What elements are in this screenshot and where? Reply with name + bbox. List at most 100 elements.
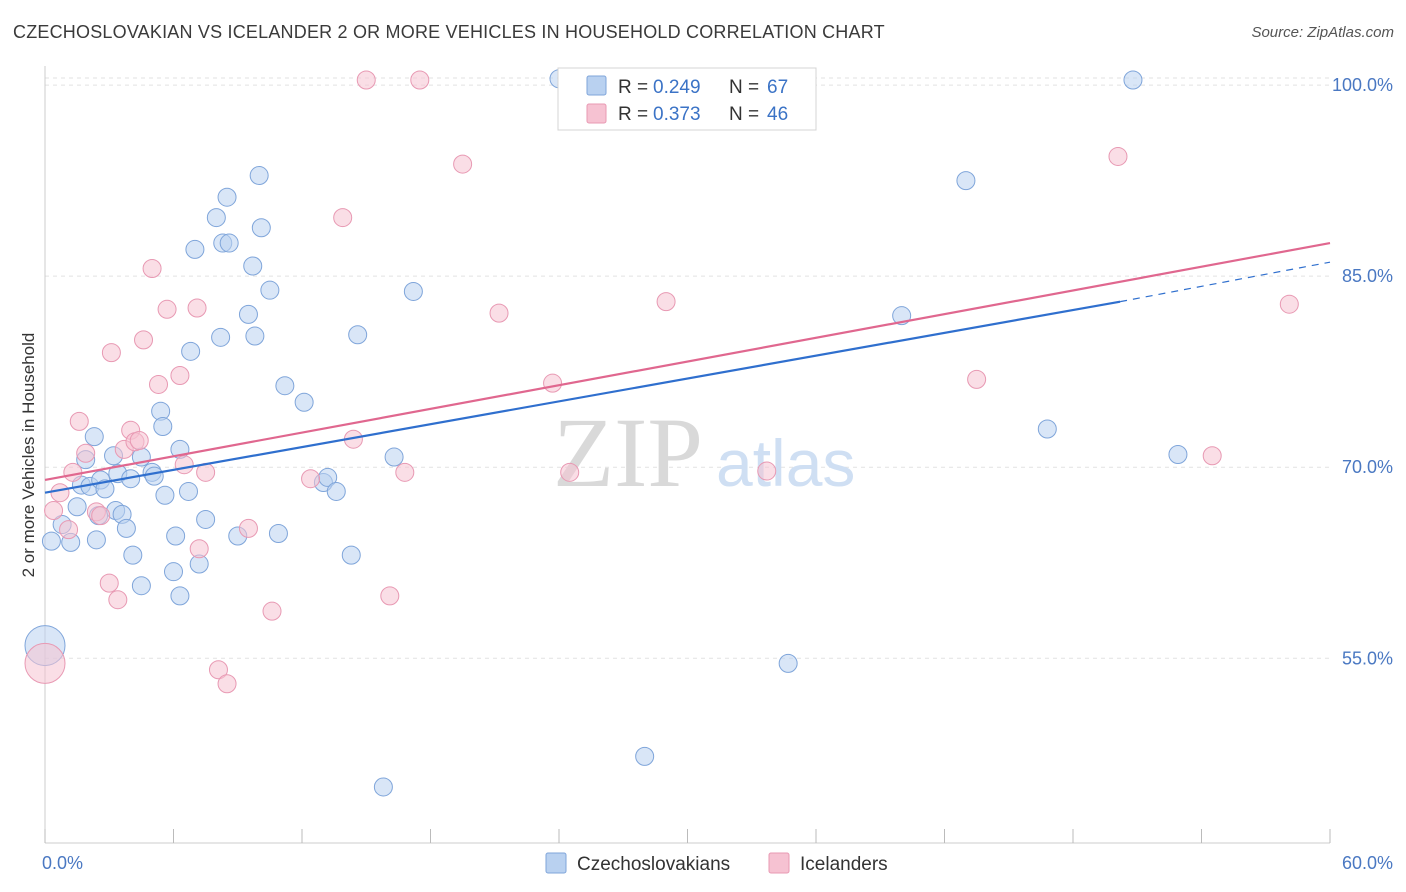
- point-icelanders-14: [129, 430, 149, 450]
- stats-n-value-pink: 46: [767, 104, 788, 125]
- grid-layer: [45, 77, 1330, 659]
- point-icelanders-1: [50, 483, 70, 503]
- point-czechoslovakians-66: [1168, 445, 1188, 464]
- point-czechoslovakians-42: [243, 256, 263, 276]
- stats-swatch-pink: [586, 103, 607, 124]
- point-czechoslovakians-41: [238, 304, 258, 324]
- point-icelanders-15: [134, 330, 154, 350]
- point-icelanders-8: [99, 573, 119, 593]
- point-icelanders-43: [1202, 446, 1222, 466]
- point-czechoslovakians-19: [131, 576, 151, 596]
- point-czechoslovakians-35: [206, 208, 226, 228]
- point-czechoslovakians-65: [1123, 70, 1143, 90]
- y-tick-label-2: 85.0%: [1342, 266, 1393, 286]
- x-tick-label-0: 0.0%: [42, 853, 83, 873]
- stats-swatch-blue: [586, 75, 607, 96]
- point-czechoslovakians-49: [294, 392, 314, 412]
- point-czechoslovakians-47: [268, 523, 288, 543]
- point-icelanders-24: [208, 660, 228, 680]
- point-czechoslovakians-52: [326, 481, 346, 501]
- point-icelanders-42: [1108, 146, 1128, 166]
- page-title: CZECHOSLOVAKIAN VS ICELANDER 2 OR MORE V…: [13, 22, 885, 42]
- y-tick-label-1: 70.0%: [1342, 457, 1393, 477]
- point-icelanders-33: [410, 70, 430, 90]
- point-czechoslovakians-38: [217, 187, 237, 207]
- point-czechoslovakians-61: [778, 653, 798, 673]
- points-layer: [24, 69, 1299, 797]
- point-czechoslovakians-22: [144, 466, 164, 486]
- legend-label-icelanders: Icelanders: [800, 854, 888, 875]
- point-czechoslovakians-44: [249, 166, 269, 186]
- watermark-zip: ZIP: [553, 397, 703, 508]
- point-czechoslovakians-3: [67, 497, 87, 517]
- point-czechoslovakians-32: [185, 239, 205, 259]
- point-icelanders-18: [157, 299, 177, 319]
- point-icelanders-5: [76, 443, 96, 463]
- series-legend: Czechoslovakians Icelanders: [545, 852, 888, 875]
- point-czechoslovakians-53: [341, 545, 361, 565]
- point-icelanders-39: [656, 292, 676, 312]
- point-czechoslovakians-30: [178, 481, 198, 501]
- point-czechoslovakians-7: [84, 427, 104, 447]
- point-czechoslovakians-63: [956, 171, 976, 191]
- point-icelanders-38: [560, 462, 580, 482]
- point-czechoslovakians-26: [164, 562, 183, 582]
- axes-layer: [44, 66, 1331, 844]
- point-icelanders-35: [453, 154, 473, 174]
- legend-label-czechoslovakians: Czechoslovakians: [577, 854, 730, 875]
- point-czechoslovakians-45: [251, 218, 271, 238]
- point-czechoslovakians-24: [155, 485, 175, 505]
- trend-line-icelanders: [44, 241, 1331, 482]
- point-icelanders-37: [543, 373, 563, 393]
- point-icelanders-29: [333, 208, 353, 228]
- point-icelanders-40: [757, 461, 777, 481]
- point-icelanders-44: [1279, 294, 1299, 314]
- point-czechoslovakians-31: [181, 341, 201, 361]
- trend-line-czechoslovakians: [44, 300, 1121, 494]
- point-czechoslovakians-27: [166, 526, 186, 546]
- point-czechoslovakians-8: [86, 530, 106, 550]
- point-icelanders-large: [24, 642, 66, 684]
- point-icelanders-16: [142, 259, 162, 279]
- point-icelanders-41: [967, 369, 987, 389]
- stats-r-label-blue: R =: [618, 77, 648, 98]
- point-icelanders-19: [170, 366, 190, 386]
- point-czechoslovakians-57: [403, 281, 423, 301]
- legend-swatch-czechoslovakians: [545, 852, 567, 874]
- point-icelanders-36: [489, 303, 509, 323]
- point-czechoslovakians-18: [123, 545, 143, 565]
- point-icelanders-34: [395, 462, 415, 482]
- point-czechoslovakians-55: [373, 777, 393, 797]
- point-icelanders-32: [380, 586, 400, 606]
- point-icelanders-28: [301, 469, 321, 489]
- point-czechoslovakians-34: [196, 509, 216, 529]
- stats-n-label-blue: N =: [729, 77, 759, 98]
- source-credit: Source: ZipAtlas.com: [1251, 24, 1394, 41]
- point-czechoslovakians-36: [211, 327, 231, 347]
- point-czechoslovakians-46: [260, 280, 280, 300]
- stats-r-value-pink: 0.373: [653, 104, 701, 125]
- point-icelanders-25: [217, 674, 237, 694]
- point-czechoslovakians-39: [219, 233, 239, 253]
- y-tick-label-0: 55.0%: [1342, 648, 1393, 668]
- point-czechoslovakians-48: [275, 376, 295, 396]
- point-icelanders-21: [187, 298, 207, 318]
- stats-r-label-pink: R =: [618, 104, 648, 125]
- watermark-atlas: atlas: [716, 426, 855, 500]
- stats-legend: R = 0.249 N = 67 R = 0.373 N = 46: [557, 67, 817, 131]
- point-czechoslovakians-54: [348, 325, 368, 345]
- point-czechoslovakians-64: [1037, 419, 1057, 439]
- point-czechoslovakians-11: [95, 479, 115, 499]
- point-czechoslovakians-29: [170, 586, 190, 606]
- point-czechoslovakians-16: [116, 518, 136, 538]
- point-icelanders-17: [149, 374, 169, 394]
- stats-n-label-pink: N =: [729, 104, 759, 125]
- point-czechoslovakians-43: [245, 326, 265, 346]
- point-icelanders-26: [238, 518, 258, 538]
- point-icelanders-9: [101, 343, 121, 363]
- point-icelanders-2: [59, 520, 79, 540]
- legend-swatch-icelanders: [768, 852, 790, 874]
- stats-n-value-blue: 67: [767, 77, 788, 98]
- point-czechoslovakians-56: [384, 447, 404, 467]
